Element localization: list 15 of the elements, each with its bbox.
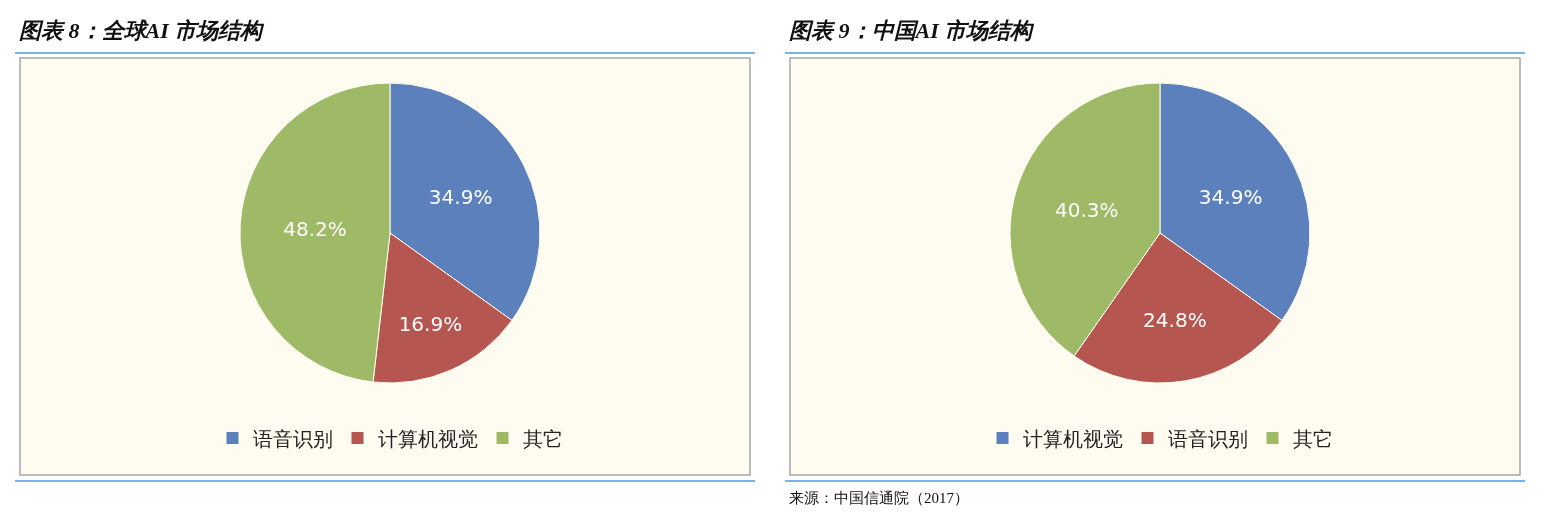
legend-label: 语音识别 bbox=[252, 426, 333, 451]
chart-title: 图表 8：全球AI 市场结构 bbox=[19, 18, 266, 43]
data-label: 24.8% bbox=[1143, 307, 1207, 332]
data-label: 40.3% bbox=[1054, 197, 1119, 222]
data-label: 48.2% bbox=[283, 216, 347, 241]
legend-label: 计算机视觉 bbox=[1022, 426, 1123, 451]
legend-label: 计算机视觉 bbox=[377, 426, 478, 451]
legend-label: 其它 bbox=[522, 426, 563, 451]
source-note: 来源：中国信通院（2017） bbox=[789, 490, 969, 506]
legend-label: 其它 bbox=[1292, 426, 1333, 451]
chart-title: 图表 9：中国AI 市场结构 bbox=[789, 18, 1036, 43]
data-label: 16.9% bbox=[398, 312, 463, 337]
legend-label: 语音识别 bbox=[1167, 426, 1248, 451]
data-label: 34.9% bbox=[428, 184, 493, 209]
data-label: 34.9% bbox=[1198, 184, 1263, 209]
